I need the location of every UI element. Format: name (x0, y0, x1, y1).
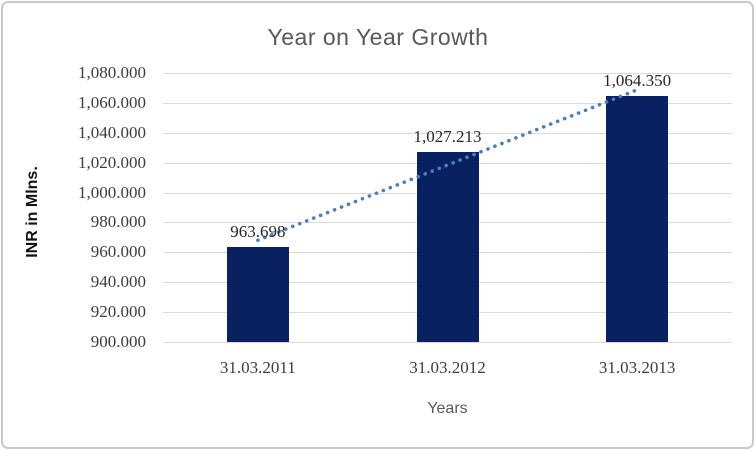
bar-31.03.2011 (226, 246, 289, 342)
y-tick-label: 1,060.000 (78, 92, 146, 112)
y-tick-label: 1,020.000 (78, 152, 146, 172)
bar-31.03.2012 (416, 151, 479, 342)
data-label: 963.698 (230, 221, 286, 241)
bar-31.03.2013 (606, 96, 669, 342)
data-label: 1,027.213 (413, 126, 482, 146)
chart-title: Year on Year Growth (267, 24, 489, 50)
y-tick-label: 1,040.000 (78, 122, 146, 142)
y-tick-label: 1,000.000 (78, 182, 146, 202)
data-label: 1,064.350 (603, 71, 672, 91)
x-tick-label: 31.03.2011 (219, 358, 296, 377)
x-tick-label: 31.03.2013 (598, 358, 676, 377)
y-axis-title: INR in Mlns. (24, 166, 41, 258)
y-tick-label: 940.000 (90, 272, 146, 292)
plot-area: 963.698 1,027.213 1,064.350 (163, 71, 732, 343)
y-tick-label: 920.000 (90, 302, 146, 322)
y-tick-label: 1,080.000 (78, 63, 146, 82)
y-tick-label: 980.000 (90, 212, 146, 232)
gridline (163, 342, 732, 343)
gridline (163, 73, 732, 74)
y-tick-label: 960.000 (90, 242, 146, 262)
x-tick-label: 31.03.2012 (409, 358, 486, 377)
y-tick-label: 900.000 (90, 332, 146, 351)
x-axis-title: Years (427, 400, 468, 417)
